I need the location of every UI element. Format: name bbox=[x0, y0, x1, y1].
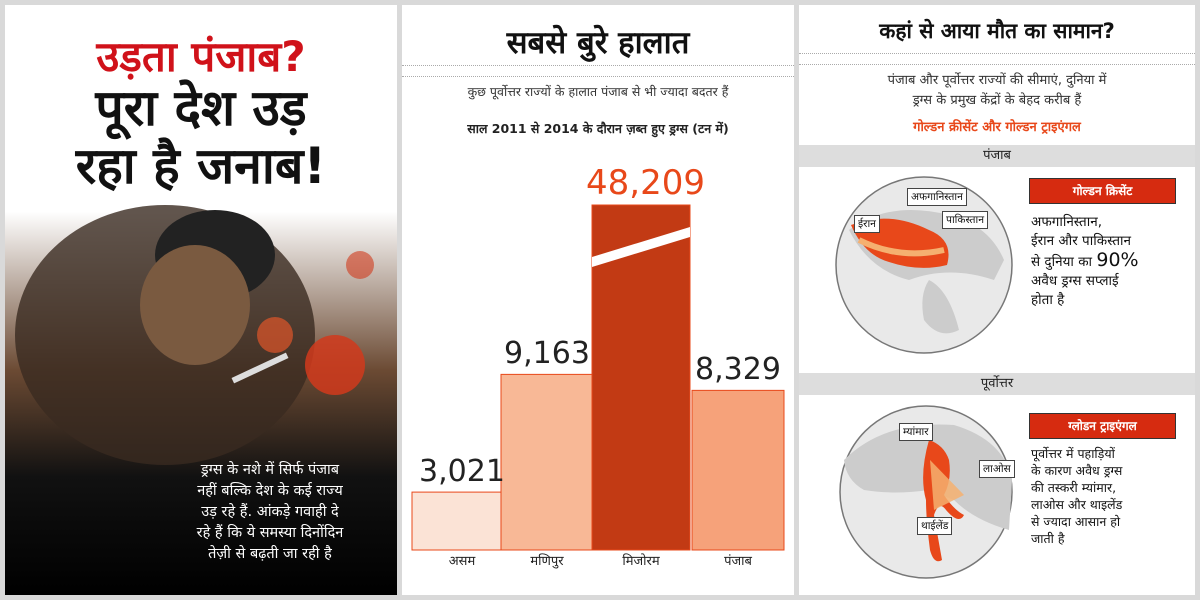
info-line: लाओस और थाइलेंड bbox=[1031, 497, 1123, 512]
bar-value-assam: 3,021 bbox=[419, 454, 505, 490]
section-header-northeast: पूर्वोत्तर bbox=[799, 373, 1195, 395]
map-label-pakistan: पाकिस्तान bbox=[942, 211, 989, 229]
divider bbox=[402, 65, 794, 77]
body-line: रहे हैं कि ये समस्या दिनोंदिन bbox=[196, 525, 344, 541]
headline-line-1: पूरा देश उड़ bbox=[95, 79, 307, 137]
bar-0 bbox=[411, 491, 513, 551]
info-line: की तस्करी म्यांमार, bbox=[1031, 480, 1117, 495]
info-line: होता है bbox=[1031, 292, 1065, 308]
info-golden-triangle: पूर्वोत्तर में पहाड़ियों के कारण अवैध ड्… bbox=[1031, 445, 1191, 547]
info-percent: 90% bbox=[1096, 249, 1139, 271]
bar-label-assam: असम bbox=[448, 554, 476, 569]
info-line: अफगानिस्तान, bbox=[1031, 214, 1103, 230]
bar-label-punjab: पंजाब bbox=[724, 554, 752, 569]
badge-golden-triangle: ग्लोडन ट्राइएंगल bbox=[1029, 413, 1176, 439]
bar-2 bbox=[591, 204, 691, 551]
info-line: अवैध ड्रग्स सप्लाई bbox=[1031, 273, 1119, 289]
map-label-myanmar: म्यांमार bbox=[899, 423, 933, 441]
addict-illustration bbox=[5, 5, 397, 595]
info-line: से ज्यादा आसान हो bbox=[1031, 514, 1121, 529]
info-line: जाती है bbox=[1031, 531, 1065, 546]
body-line: ड्रग्स के नशे में सिर्फ पंजाब bbox=[200, 462, 340, 478]
body-line: तेज़ी से बढ़ती जा रही है bbox=[208, 546, 332, 562]
headline-line-2: रहा है जनाब! bbox=[75, 137, 327, 195]
map-label-afghanistan: अफगानिस्तान bbox=[907, 188, 967, 206]
bar-value-mizoram: 48,209 bbox=[586, 163, 705, 203]
info-golden-crescent: अफगानिस्तान, ईरान और पाकिस्तान से दुनिया… bbox=[1031, 213, 1191, 310]
badge-golden-crescent: गोल्डन क्रिसेंट bbox=[1029, 178, 1176, 204]
chart-title: सबसे बुरे हालात bbox=[506, 25, 690, 61]
section-header-punjab: पंजाब bbox=[799, 145, 1195, 167]
info-line: के कारण अवैध ड्रग्स bbox=[1031, 463, 1123, 478]
map-label-iran: ईरान bbox=[854, 215, 880, 233]
panel-maps: कहां से आया मौत का सामान? पंजाब और पूर्व… bbox=[799, 5, 1195, 595]
axis-break-mark bbox=[592, 227, 690, 267]
bar-value-manipur: 9,163 bbox=[504, 336, 590, 372]
map-label-thailand: थाईलेंड bbox=[917, 517, 953, 535]
divider bbox=[799, 53, 1195, 65]
headline-main: पूरा देश उड़ रहा है जनाब! bbox=[5, 79, 397, 195]
info-line: पूर्वोत्तर में पहाड़ियों bbox=[1031, 446, 1115, 461]
info-line: ईरान और पाकिस्तान bbox=[1031, 233, 1132, 249]
bar-label-mizoram: मिजोरम bbox=[622, 554, 660, 569]
chart-period: साल 2011 से 2014 के दौरान ज़ब्त हुए ड्रग… bbox=[467, 121, 729, 136]
bar-3 bbox=[691, 389, 785, 551]
maps-highlight: गोल्डन क्रीसेंट और गोल्डन ट्राइएंगल bbox=[913, 120, 1081, 135]
panel1-body-text: ड्रग्स के नशे में सिर्फ पंजाब नहीं बल्कि… bbox=[155, 460, 385, 565]
chart-subtitle: कुछ पूर्वोत्तर राज्यों के हालात पंजाब से… bbox=[467, 84, 729, 99]
bar-chart bbox=[411, 204, 785, 551]
headline-question: उड़ता पंजाब? bbox=[96, 32, 306, 81]
info-line-text: से दुनिया का bbox=[1031, 254, 1093, 270]
bar-value-punjab: 8,329 bbox=[695, 352, 781, 388]
maps-title: कहां से आया मौत का सामान? bbox=[879, 19, 1115, 43]
panel-headline: उड़ता पंजाब? पूरा देश उड़ रहा है जनाब! ड… bbox=[5, 5, 397, 595]
desc-line: ड्रग्स के प्रमुख केंद्रों के बेहद करीब ह… bbox=[912, 93, 1082, 108]
globe-map-golden-triangle bbox=[839, 405, 1013, 579]
maps-description: पंजाब और पूर्वोत्तर राज्यों की सीमाएं, द… bbox=[799, 71, 1195, 111]
map-label-laos: लाओस bbox=[979, 460, 1015, 478]
bar-label-manipur: मणिपुर bbox=[530, 554, 564, 569]
panel-chart: सबसे बुरे हालात कुछ पूर्वोत्तर राज्यों क… bbox=[402, 5, 794, 595]
info-line: से दुनिया का 90% bbox=[1031, 251, 1191, 272]
body-line: उड़ रहे हैं. आंकड़े गवाही दे bbox=[201, 504, 339, 520]
desc-line: पंजाब और पूर्वोत्तर राज्यों की सीमाएं, द… bbox=[887, 73, 1107, 88]
body-line: नहीं बल्कि देश के कई राज्य bbox=[197, 483, 343, 499]
